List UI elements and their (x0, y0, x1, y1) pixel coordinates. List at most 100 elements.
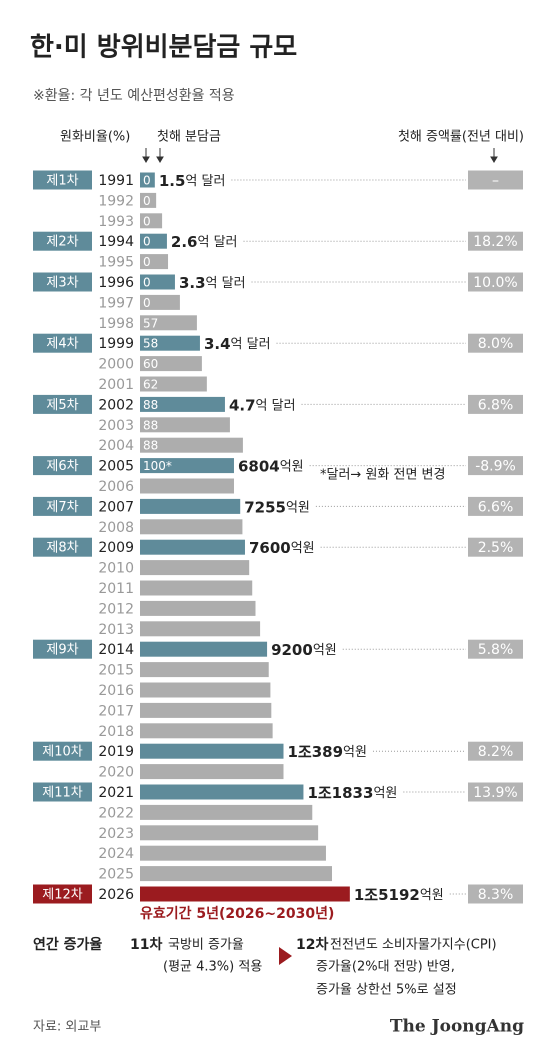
rate-box (468, 782, 523, 802)
ratio-label: 0 (143, 214, 151, 228)
bar (140, 845, 326, 861)
rate-label: -8.9% (475, 459, 516, 475)
year-label: 1997 (98, 295, 134, 311)
rate-box (468, 170, 523, 190)
year-label: 2003 (98, 418, 134, 434)
rate-label: 18.2% (473, 234, 517, 250)
amount-value: 1조5192 (354, 886, 420, 904)
rate-label: 8.3% (478, 887, 514, 903)
arrow (279, 947, 292, 965)
round-badge (33, 272, 92, 292)
bar (140, 825, 319, 841)
amount-value: 1조1833 (307, 784, 373, 802)
column-header: 원화비율(%) (60, 130, 130, 145)
note: *달러→ 원화 전면 변경 (320, 468, 445, 483)
footer-text: (평균 4.3%) 적용 (163, 960, 262, 975)
year-label: 2020 (98, 765, 134, 781)
column-header: 첫해 분담금 (157, 130, 221, 145)
year-label: 2016 (98, 683, 134, 699)
round-label: 제1차 (46, 174, 78, 189)
amount-label: 2.6억 달러 (171, 233, 238, 251)
amount-label: 3.4억 달러 (204, 335, 271, 353)
round-badge (33, 333, 92, 353)
rate-label: 10.0% (473, 275, 517, 291)
round-label: 제9차 (46, 643, 78, 658)
bar (140, 233, 167, 249)
rate-box (468, 496, 523, 516)
round-badge (33, 639, 92, 659)
amount-unit: 억원 (313, 643, 337, 658)
year-label: 2010 (98, 561, 134, 577)
validity: 유효기간 5년(2026~2030년) (140, 905, 334, 922)
ratio-label: 0 (143, 276, 151, 290)
rate-box (468, 884, 523, 904)
amount-value: 6804 (238, 457, 280, 475)
year-label: 2005 (98, 459, 134, 475)
bar (140, 723, 273, 739)
bar (140, 274, 175, 290)
year-label: 2007 (98, 499, 134, 515)
year-label: 1996 (98, 275, 134, 291)
amount-value: 1.5 (159, 172, 186, 190)
brand: The JoongAng (390, 1017, 524, 1037)
ratio-label: 0 (143, 194, 151, 208)
rate-label: 8.0% (478, 336, 514, 352)
round-label: 제8차 (46, 541, 78, 556)
column-header: 첫해 증액률(전년 대비) (398, 130, 524, 145)
round-badge (33, 231, 92, 251)
amount-label: 6804억원 (238, 457, 304, 475)
year-label: 2024 (98, 846, 134, 862)
year-label: 2008 (98, 520, 134, 536)
header-arrows (142, 148, 498, 163)
rate-box (468, 639, 523, 659)
amount-label: 1조1833억원 (307, 784, 397, 802)
round-label: 제2차 (46, 235, 78, 250)
rate-label: 2.5% (478, 540, 514, 556)
year-label: 2022 (98, 805, 134, 821)
bar (140, 621, 261, 637)
bar (140, 519, 243, 535)
round-label: 제12차 (42, 888, 83, 903)
round-label: 제6차 (46, 459, 78, 474)
ratio-label: 88 (143, 418, 158, 432)
bar (140, 356, 202, 372)
amount-label: 7600억원 (249, 539, 315, 557)
amount-label: 7255억원 (244, 498, 310, 516)
year-label: 2009 (98, 540, 134, 556)
bar (140, 396, 225, 412)
ratio-label: 58 (143, 337, 158, 351)
bar (140, 764, 284, 780)
bar (140, 580, 253, 596)
amount-label: 1조5192억원 (354, 886, 444, 904)
rate-box (468, 394, 523, 414)
bar (140, 804, 313, 820)
round-badge (33, 456, 92, 476)
year-label: 1993 (98, 214, 134, 230)
amount-label: 1.5억 달러 (159, 172, 226, 190)
year-label: 2002 (98, 397, 134, 413)
year-label: 2001 (98, 377, 134, 393)
ratio-label: 0 (143, 174, 151, 188)
year-label: 2023 (98, 826, 134, 842)
bar (140, 376, 207, 392)
rate-box (468, 333, 523, 353)
footer-text: 증가율(2%대 전망) 반영, (316, 960, 455, 975)
year-label: 2018 (98, 724, 134, 740)
ratio-label: 88 (143, 439, 158, 453)
bar (140, 682, 271, 698)
chart-title: 한·미 방위비분담금 규모 (30, 33, 297, 63)
year-label: 1995 (98, 255, 134, 271)
ratio-label: 62 (143, 378, 158, 392)
bar (140, 192, 157, 208)
year-label: 2017 (98, 703, 134, 719)
year-label: 1998 (98, 316, 134, 332)
bar (140, 458, 234, 474)
ratio-label: 88 (143, 398, 158, 412)
amount-value: 2.6 (171, 233, 198, 251)
round-label: 제10차 (42, 745, 83, 760)
year-label: 2012 (98, 601, 134, 617)
year-label: 2019 (98, 744, 134, 760)
amount-label: 9200억원 (271, 641, 337, 659)
rate-label: 13.9% (473, 785, 517, 801)
amount-value: 1조389 (287, 743, 343, 761)
